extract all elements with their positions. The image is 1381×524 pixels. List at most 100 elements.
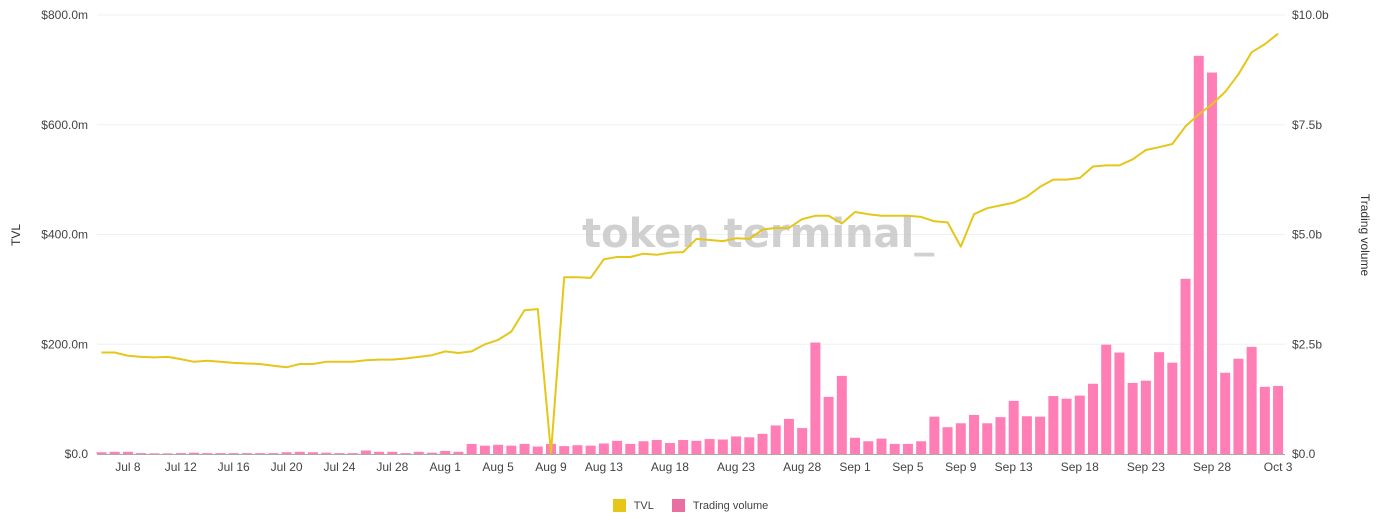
volume-bar [479, 445, 490, 454]
volume-bar [598, 443, 609, 454]
volume-bar [969, 414, 980, 454]
volume-bar [1206, 72, 1217, 454]
volume-bars [96, 55, 1284, 455]
volume-bar [916, 441, 927, 454]
volume-bar [519, 443, 530, 454]
x-tick-label: Jul 28 [376, 460, 408, 474]
x-tick-label: Sep 1 [839, 460, 871, 474]
volume-bar [1246, 346, 1257, 454]
volume-bar [1035, 416, 1046, 454]
volume-bar [334, 453, 345, 454]
volume-bar [1008, 400, 1019, 454]
right-tick-label: $5.0b [1292, 228, 1322, 242]
volume-bar [664, 443, 675, 454]
volume-bar [1220, 372, 1231, 454]
volume-bar [202, 453, 213, 454]
legend-swatch-trading-volume [671, 499, 685, 512]
left-tick-label: $600.0m [41, 118, 88, 132]
left-tick-label: $200.0m [41, 337, 88, 351]
volume-bar [162, 453, 173, 454]
x-tick-label: Aug 13 [585, 460, 623, 474]
volume-bar [149, 453, 160, 454]
x-tick-label: Aug 5 [482, 460, 514, 474]
volume-bar [995, 417, 1006, 454]
x-tick-label: Sep 5 [892, 460, 924, 474]
volume-bar [955, 423, 966, 454]
x-tick-label: Sep 9 [945, 460, 977, 474]
volume-bar [810, 342, 821, 454]
volume-bar [757, 433, 768, 454]
left-axis-ticks: $0.0 $200.0m $400.0m $600.0m $800.0m [41, 8, 88, 461]
volume-bar [427, 452, 437, 454]
volume-bar [1088, 383, 1098, 454]
tvl-line [101, 32, 1279, 454]
x-tick-label: Jul 24 [323, 460, 355, 474]
volume-bar [321, 452, 332, 454]
volume-bar [189, 452, 200, 454]
volume-bar [731, 436, 742, 454]
volume-bar [1114, 352, 1125, 454]
volume-bar [836, 375, 847, 454]
volume-bar [1273, 385, 1284, 454]
x-tick-label: Aug 23 [717, 460, 755, 474]
volume-bar [109, 451, 120, 454]
volume-bar [1233, 358, 1244, 454]
volume-bar [651, 439, 662, 454]
x-tick-label: Sep 23 [1127, 460, 1165, 474]
volume-bar [744, 437, 755, 454]
volume-bar [374, 451, 385, 454]
volume-bar [281, 452, 292, 454]
x-tick-label: Jul 12 [165, 460, 197, 474]
volume-bar [387, 451, 398, 454]
volume-bar [559, 446, 570, 454]
volume-bar [453, 451, 464, 454]
volume-bar [783, 418, 794, 454]
volume-bar [876, 438, 887, 454]
volume-bar [1167, 362, 1178, 454]
volume-bar [625, 443, 636, 454]
right-axis-ticks: $0.0 $2.5b $5.0b $7.5b $10.0b [1292, 8, 1329, 461]
volume-bar [1021, 416, 1032, 454]
volume-bar [638, 441, 649, 454]
volume-bar [823, 396, 834, 454]
volume-bar [850, 437, 861, 454]
right-tick-label: $7.5b [1292, 118, 1322, 132]
volume-bar [294, 451, 305, 454]
left-tick-label: $800.0m [41, 8, 88, 22]
x-tick-label: Aug 9 [535, 460, 567, 474]
volume-bar [175, 453, 186, 454]
volume-bar [347, 453, 358, 454]
volume-bar [902, 443, 913, 454]
x-tick-label: Jul 20 [271, 460, 303, 474]
volume-bar [228, 453, 239, 454]
volume-bar [889, 443, 900, 454]
volume-bar [1259, 386, 1270, 454]
left-axis-title: TVL [9, 224, 23, 246]
volume-bar [863, 441, 874, 454]
volume-bar [440, 450, 451, 454]
x-axis-ticks: Jul 8 Jul 12 Jul 16 Jul 20 Jul 24 Jul 28 Aug 1… [115, 460, 1292, 474]
legend: TVL Trading volume [0, 499, 1381, 512]
volume-bar [929, 416, 940, 454]
gridlines [97, 14, 1285, 345]
legend-label-tvl: TVL [633, 499, 654, 512]
volume-bar [255, 453, 266, 454]
right-tick-label: $10.0b [1292, 8, 1329, 22]
x-tick-label: Jul 8 [115, 460, 141, 474]
volume-bar [532, 446, 543, 454]
chart: token terminal_ $0.0 $200.0m $400.0m $600.0… [9, 8, 1372, 474]
x-tick-label: Jul 16 [218, 460, 250, 474]
x-tick-label: Aug 1 [430, 460, 462, 474]
volume-bar [1101, 344, 1112, 454]
volume-bar [96, 452, 107, 454]
volume-bar [493, 444, 504, 454]
volume-bar [1127, 382, 1138, 454]
legend-item-trading-volume[interactable]: Trading volume [671, 499, 768, 512]
volume-bar [612, 440, 623, 454]
legend-item-tvl[interactable]: TVL [612, 499, 654, 512]
volume-bar [585, 445, 596, 454]
volume-bar [136, 453, 147, 454]
volume-bar [704, 439, 715, 454]
x-tick-label: Oct 3 [1264, 460, 1293, 474]
volume-bar [1154, 352, 1165, 454]
